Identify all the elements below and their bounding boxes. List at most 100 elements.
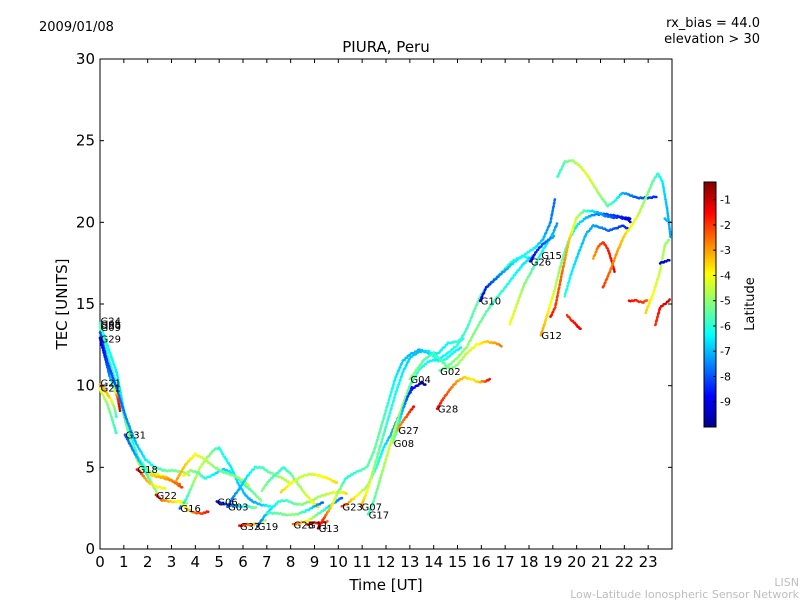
track-point bbox=[578, 248, 582, 251]
track-point bbox=[274, 474, 277, 477]
track-point bbox=[393, 427, 397, 430]
track-point bbox=[581, 241, 585, 244]
track-point bbox=[361, 501, 365, 504]
track-point bbox=[542, 237, 545, 241]
track-point bbox=[390, 390, 393, 393]
track-point bbox=[389, 393, 392, 397]
track-point bbox=[553, 198, 557, 201]
satellite-label: G21 bbox=[101, 378, 121, 389]
x-tick-label: 21 bbox=[591, 553, 610, 571]
footer-org-short: LISN bbox=[774, 576, 799, 589]
track-point bbox=[659, 264, 663, 267]
track-point bbox=[553, 228, 556, 231]
track-point bbox=[558, 282, 562, 286]
track-point bbox=[473, 331, 476, 335]
track-point bbox=[176, 476, 180, 480]
track-point bbox=[655, 318, 659, 322]
track-point bbox=[467, 342, 470, 346]
date-label: 2009/01/08 bbox=[39, 20, 114, 35]
track-point bbox=[623, 234, 626, 238]
track-point bbox=[405, 397, 409, 401]
track-point bbox=[226, 505, 229, 509]
track-point bbox=[335, 493, 339, 497]
data-layer bbox=[98, 159, 672, 530]
track-point bbox=[641, 203, 645, 207]
track-point bbox=[544, 244, 547, 247]
satellite-label: G23 bbox=[294, 521, 314, 532]
satellite-label: G08 bbox=[394, 439, 414, 450]
track-point bbox=[572, 266, 575, 269]
track-point bbox=[118, 386, 121, 390]
track-point bbox=[108, 358, 111, 362]
y-axis-label: TEC [UNITS] bbox=[53, 259, 71, 351]
satellite-track bbox=[563, 224, 629, 298]
track-point bbox=[511, 315, 514, 319]
satellite-track bbox=[154, 493, 189, 505]
track-point bbox=[388, 414, 391, 418]
track-point bbox=[592, 257, 595, 260]
track-point bbox=[557, 174, 560, 178]
x-tick-label: 1 bbox=[119, 553, 129, 571]
track-point bbox=[321, 501, 325, 504]
track-point bbox=[189, 487, 193, 490]
satellite-label: G11 bbox=[308, 521, 328, 532]
track-point bbox=[490, 303, 494, 306]
x-tick-label: 7 bbox=[262, 553, 272, 571]
x-tick-label: 0 bbox=[95, 553, 105, 571]
track-point bbox=[662, 187, 666, 191]
track-point bbox=[619, 242, 623, 246]
y-tick-label: 25 bbox=[76, 132, 95, 150]
track-point bbox=[121, 406, 125, 410]
track-point bbox=[393, 378, 397, 381]
track-point bbox=[555, 282, 558, 285]
track-point bbox=[553, 288, 557, 292]
track-point bbox=[542, 326, 545, 330]
track-point bbox=[564, 253, 568, 256]
track-point bbox=[175, 479, 178, 483]
track-point bbox=[375, 442, 378, 445]
track-point bbox=[514, 305, 518, 309]
track-point bbox=[372, 450, 376, 453]
track-point bbox=[509, 319, 513, 323]
track-point bbox=[632, 220, 636, 224]
track-point bbox=[381, 437, 384, 440]
track-point bbox=[381, 468, 385, 472]
track-point bbox=[101, 347, 105, 350]
track-point bbox=[629, 220, 632, 224]
colorbar-tick-label: -1 bbox=[720, 194, 731, 207]
track-point bbox=[667, 238, 671, 242]
satellite-track bbox=[658, 258, 671, 265]
track-point bbox=[128, 427, 132, 430]
x-tick-label: 20 bbox=[567, 553, 586, 571]
track-point bbox=[668, 232, 672, 236]
track-point bbox=[264, 519, 267, 522]
track-point bbox=[178, 482, 181, 486]
satellite-label: G04 bbox=[410, 375, 430, 386]
track-point bbox=[537, 255, 541, 259]
track-point bbox=[318, 524, 321, 527]
track-point bbox=[563, 261, 566, 264]
track-point bbox=[114, 412, 118, 416]
satellite-track bbox=[556, 159, 658, 208]
satellite-track bbox=[435, 375, 492, 411]
track-point bbox=[391, 434, 395, 438]
track-point bbox=[480, 319, 483, 323]
track-point bbox=[654, 284, 658, 287]
track-point bbox=[127, 433, 131, 437]
track-point bbox=[661, 180, 664, 183]
track-point bbox=[512, 312, 515, 316]
track-point bbox=[564, 291, 567, 295]
track-point bbox=[386, 404, 389, 407]
track-point bbox=[244, 477, 248, 480]
track-point bbox=[249, 471, 253, 474]
track-point bbox=[655, 195, 658, 199]
track-point bbox=[556, 274, 560, 278]
track-point bbox=[458, 340, 462, 343]
track-point bbox=[386, 438, 390, 442]
track-point bbox=[477, 323, 481, 327]
track-point bbox=[185, 501, 189, 505]
track-point bbox=[345, 492, 348, 496]
track-point bbox=[661, 256, 664, 260]
track-point bbox=[382, 432, 386, 436]
track-point bbox=[262, 486, 266, 490]
